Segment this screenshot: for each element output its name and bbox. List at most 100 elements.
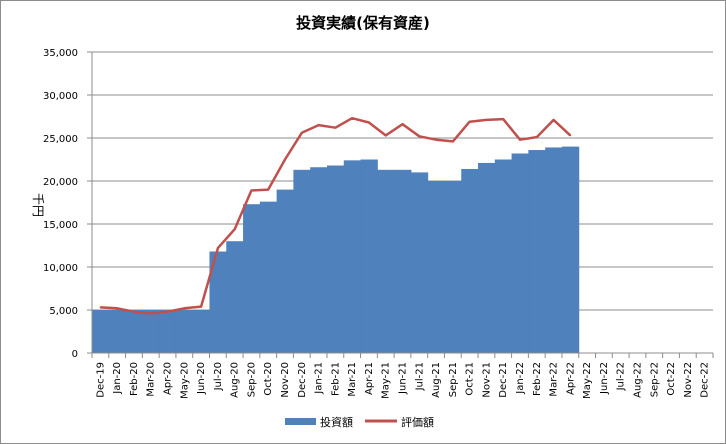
bar — [125, 310, 143, 353]
y-tick-label: 35,000 — [43, 48, 78, 59]
line-point — [401, 123, 404, 126]
x-tick-label: Dec-21 — [498, 362, 509, 398]
x-tick-label: Aug-20 — [230, 362, 241, 398]
y-tick-label: 30,000 — [43, 91, 78, 102]
x-tick-label: Nov-22 — [683, 362, 694, 398]
line-point — [435, 138, 437, 141]
x-tick-label: Sep-21 — [448, 362, 459, 397]
x-tick-label: Dec-20 — [297, 362, 308, 398]
bar-series — [92, 146, 580, 353]
x-tick-label: Apr-21 — [364, 362, 375, 395]
legend-swatch-bar — [285, 418, 316, 425]
bar — [528, 150, 546, 353]
x-tick-label: Jun-21 — [398, 362, 409, 395]
x-tick-label: Aug-22 — [633, 362, 644, 398]
x-tick-label: Sep-20 — [246, 362, 257, 397]
line-point — [99, 306, 102, 309]
bar — [461, 168, 479, 353]
bar — [142, 310, 160, 353]
axes — [87, 51, 714, 358]
bar — [92, 310, 110, 353]
x-tick-label: May-20 — [179, 362, 190, 399]
x-tick-label: Oct-21 — [465, 362, 476, 396]
bar — [511, 153, 529, 353]
x-tick-label: Mar-22 — [549, 362, 560, 397]
line-point — [368, 121, 370, 124]
bar — [276, 189, 294, 353]
bar — [175, 310, 194, 353]
x-tick-label: Apr-20 — [163, 362, 174, 395]
bar — [394, 169, 412, 353]
x-tick-label: Jun-22 — [599, 362, 610, 395]
x-tick-label: Jan-20 — [112, 362, 123, 395]
legend: 投資額 評価額 — [285, 415, 434, 429]
y-tick-label: 20,000 — [43, 177, 78, 188]
line-point — [384, 134, 387, 137]
bar — [310, 167, 328, 353]
bar — [326, 165, 345, 353]
bar — [561, 146, 580, 353]
x-tick-label: Jul-20 — [213, 362, 224, 391]
line-point — [217, 247, 219, 249]
line-point — [133, 310, 135, 313]
x-tick-label: Mar-20 — [146, 362, 157, 397]
legend-label-bar: 投資額 — [320, 415, 353, 429]
line-point — [284, 158, 286, 161]
legend-label-line: 評価額 — [401, 415, 434, 429]
bar — [293, 169, 311, 353]
x-tick-label: Jul-21 — [414, 362, 425, 391]
x-tick-label: Feb-20 — [129, 362, 140, 396]
y-tick-label: 25,000 — [43, 134, 78, 145]
x-tick-label: Mar-21 — [347, 362, 358, 397]
line-point — [485, 119, 488, 121]
x-tick-label: Jan-22 — [515, 362, 526, 395]
y-tick-label: 10,000 — [43, 263, 78, 274]
bar — [226, 241, 244, 353]
line-point — [233, 228, 236, 230]
x-tick-label: Aug-21 — [431, 362, 442, 398]
line-point — [351, 117, 353, 120]
bar — [192, 310, 210, 353]
bar — [427, 181, 445, 353]
line-point — [535, 136, 538, 138]
x-tick-label: Jun-20 — [196, 362, 207, 395]
bar — [243, 204, 261, 353]
bar — [108, 310, 127, 353]
x-tick-label: Oct-20 — [263, 362, 274, 396]
bar — [410, 172, 429, 353]
line-point — [569, 134, 572, 137]
line-point — [468, 120, 471, 123]
x-tick-label: Feb-21 — [330, 362, 341, 396]
x-tick-label: Dec-19 — [95, 362, 106, 398]
bar — [478, 162, 496, 353]
line-point — [552, 119, 555, 121]
y-tick-label: 5,000 — [49, 306, 78, 317]
bar — [159, 310, 177, 353]
bar — [209, 251, 227, 353]
line-point — [250, 189, 253, 192]
x-tick-label: Jan-21 — [314, 362, 325, 395]
line-point — [149, 312, 152, 315]
line-point — [267, 188, 270, 191]
line-point — [334, 126, 337, 129]
x-tick-labels: Dec-19 Jan-20 Feb-20 Mar-20 Apr-20 May-20 Jun-… — [95, 362, 710, 399]
x-tick-label: Oct-22 — [666, 362, 677, 396]
line-point — [519, 138, 521, 141]
x-tick-label: Apr-22 — [565, 362, 576, 395]
bar — [360, 159, 378, 353]
bar — [377, 169, 395, 353]
bar — [494, 159, 513, 353]
y-tick-label: 15,000 — [43, 220, 78, 231]
x-tick-label: Dec-22 — [700, 362, 711, 398]
chart-title: 投資実績(保有資産) — [296, 14, 430, 32]
line-point — [166, 310, 169, 313]
line-point — [317, 124, 320, 126]
line-point — [116, 307, 118, 310]
line-point — [452, 140, 454, 143]
x-tick-label: Sep-22 — [649, 362, 660, 397]
line-point — [300, 132, 303, 134]
line-series — [99, 116, 572, 315]
line-point — [183, 307, 186, 310]
line-point — [200, 305, 202, 308]
